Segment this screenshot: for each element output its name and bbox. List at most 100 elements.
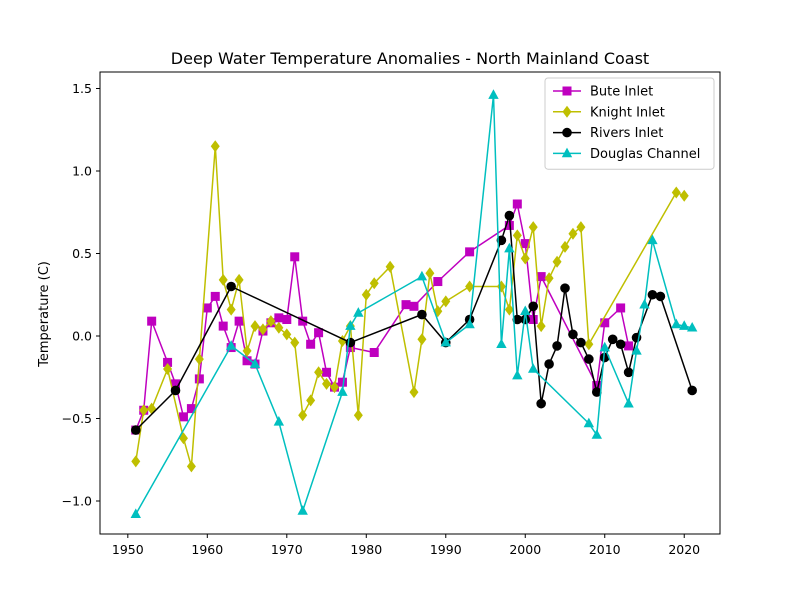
legend: Bute Inlet Knight Inlet Rivers Inlet Dougla… (544, 77, 715, 170)
data-point (512, 229, 522, 242)
x-tick-label: 2000 (509, 542, 541, 557)
data-point (225, 340, 237, 350)
data-point (465, 280, 475, 293)
data-point (425, 267, 435, 280)
data-point (465, 247, 475, 257)
data-point (409, 301, 419, 311)
data-point (234, 273, 244, 286)
data-point (130, 425, 141, 435)
data-point (433, 277, 443, 287)
data-point (528, 221, 538, 234)
data-point (210, 291, 220, 301)
data-point (623, 367, 634, 378)
data-point (226, 303, 236, 316)
data-point (218, 321, 228, 331)
data-point (147, 316, 157, 326)
data-point (282, 328, 292, 341)
data-point (576, 337, 586, 348)
chart-title: Deep Water Temperature Anomalies - North… (171, 49, 649, 68)
data-point (520, 239, 530, 249)
y-tick-label: −0.5 (62, 411, 92, 426)
data-point (163, 357, 173, 367)
data-point (591, 387, 602, 397)
legend-item: Knight Inlet (553, 105, 665, 120)
legend-item: Bute Inlet (553, 85, 653, 100)
data-point (290, 336, 300, 349)
data-point (298, 409, 308, 422)
data-point (496, 280, 506, 293)
series-group (130, 210, 697, 435)
data-point (544, 272, 554, 285)
data-point (322, 377, 332, 390)
data-point (298, 316, 308, 326)
data-point (616, 303, 626, 313)
data-point (679, 320, 690, 330)
data-point (520, 314, 531, 325)
x-tick-label: 2020 (668, 542, 700, 557)
data-point (194, 374, 204, 384)
data-point (536, 320, 546, 333)
data-point (170, 385, 181, 396)
data-point (297, 505, 308, 515)
x-tick-label: 1950 (112, 542, 144, 557)
series-group (130, 89, 698, 518)
data-point (274, 313, 284, 323)
data-point (273, 416, 285, 426)
data-point (520, 305, 531, 316)
data-point (520, 252, 530, 265)
legend-marker (562, 86, 572, 96)
data-point (242, 356, 252, 366)
data-point (306, 394, 316, 407)
data-point (409, 386, 419, 399)
data-point (552, 255, 562, 268)
legend-label: Douglas Channel (590, 147, 700, 162)
y-axis-label: Temperature (C) (37, 261, 52, 368)
data-point (266, 315, 276, 328)
data-point (385, 260, 395, 273)
legend-label: Bute Inlet (590, 85, 653, 100)
data-point (329, 381, 339, 394)
data-point (290, 252, 300, 262)
y-tick-label: −1.0 (62, 494, 92, 509)
data-point (226, 281, 236, 292)
data-point (242, 344, 252, 357)
data-point (353, 307, 364, 317)
legend-label: Knight Inlet (590, 105, 665, 120)
data-point (337, 377, 347, 387)
data-point (639, 298, 650, 309)
data-point (258, 323, 268, 336)
x-tick-label: 2010 (589, 542, 621, 557)
plot-area (130, 89, 698, 518)
y-tick-label: 1.5 (72, 81, 92, 96)
x-tick-label: 1960 (191, 542, 223, 557)
plot-frame (99, 71, 721, 535)
data-point (202, 303, 212, 313)
data-point (417, 333, 427, 346)
data-point (441, 295, 451, 308)
data-point (464, 318, 475, 329)
data-point (647, 234, 658, 245)
data-point (536, 398, 546, 409)
data-point (504, 210, 515, 221)
legend-label: Rivers Inlet (590, 126, 663, 141)
data-point (163, 363, 173, 375)
data-point (322, 367, 332, 377)
data-point (584, 354, 594, 364)
data-point (401, 300, 411, 310)
data-point (607, 334, 618, 345)
series-line (135, 214, 693, 431)
x-tick-label: 1980 (350, 542, 382, 557)
data-point (504, 220, 514, 230)
axes: 1950 1960 1970 1980 1990 2000 2010 2020 −1.0 −0.5… (62, 71, 721, 557)
data-point (345, 343, 355, 353)
data-point (345, 337, 356, 348)
data-point (171, 379, 181, 389)
data-point (488, 89, 499, 99)
y-tick-label: 0.0 (72, 329, 92, 344)
data-point (568, 329, 578, 340)
data-point (512, 199, 522, 209)
data-point (496, 338, 507, 349)
data-point (417, 309, 427, 320)
data-point (282, 315, 292, 324)
legend-box (544, 77, 715, 170)
